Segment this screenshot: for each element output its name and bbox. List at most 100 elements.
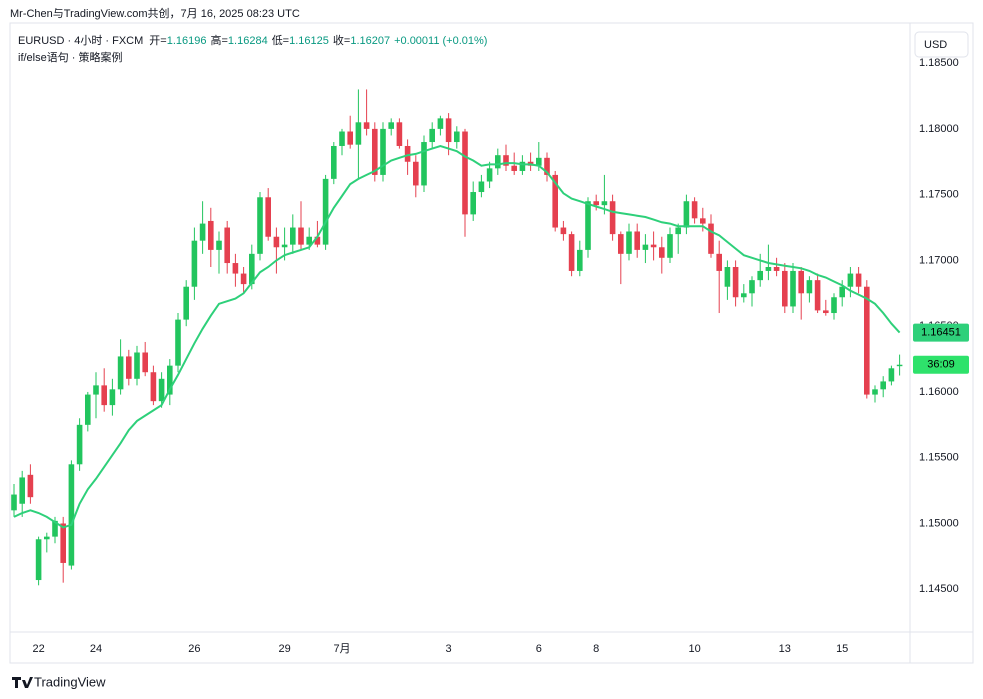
candle-body <box>765 266 772 271</box>
candle-body <box>191 240 198 287</box>
candle-body <box>216 240 222 250</box>
candle-body <box>232 263 239 274</box>
currency-label[interactable]: USD <box>924 39 947 51</box>
candle-body <box>650 244 657 248</box>
brand-logo <box>12 677 33 688</box>
candle-body <box>618 234 624 254</box>
candle-body <box>560 227 567 235</box>
candle-body <box>44 536 50 540</box>
x-tick-label: 26 <box>188 643 200 655</box>
candle-body <box>839 286 845 298</box>
symbol: EURUSD · 4小时 · FXCM <box>18 34 143 47</box>
candle-body <box>413 161 419 186</box>
candle-body <box>847 273 854 287</box>
candle-body <box>117 356 124 390</box>
candle-body <box>421 142 427 186</box>
x-tick-label: 13 <box>779 643 791 655</box>
candle-body <box>404 145 411 162</box>
candle-body <box>593 201 599 206</box>
candle-body <box>19 477 25 504</box>
candle-body <box>68 464 75 566</box>
candle-body <box>331 145 337 179</box>
candle-body <box>790 270 796 307</box>
candle-body <box>101 385 107 406</box>
high-label: 高= <box>210 33 227 47</box>
x-tick-label: 3 <box>446 643 452 655</box>
countdown-label: 36:09 <box>927 359 955 371</box>
candle-body <box>757 270 763 281</box>
y-tick-label: 1.17000 <box>919 254 959 266</box>
candle-body <box>60 523 66 563</box>
candle-body <box>814 280 821 311</box>
candle-body <box>634 231 640 250</box>
candle-body <box>11 494 17 511</box>
candle-body <box>298 227 304 245</box>
open-label: 开= <box>149 35 166 47</box>
currency-button[interactable] <box>914 31 969 58</box>
close-label: 收= <box>333 33 350 47</box>
y-tick-label: 1.17500 <box>919 189 959 201</box>
candle-body <box>76 424 83 465</box>
candle-body <box>339 131 345 146</box>
candle-body <box>609 201 616 235</box>
candle-body <box>716 253 722 271</box>
candle-body <box>437 118 444 129</box>
candles <box>11 89 903 586</box>
candle-body <box>511 165 517 171</box>
candle-body <box>240 273 247 285</box>
candle-body <box>896 364 903 367</box>
candle-body <box>798 270 804 294</box>
candle-body <box>773 266 780 271</box>
candle-body <box>109 389 116 406</box>
candle-body <box>732 266 739 298</box>
change: +0.00011 (+0.01%) <box>394 35 487 47</box>
y-tick-label: 1.18500 <box>919 57 959 69</box>
candle-body <box>372 128 378 175</box>
x-tick-label: 7月 <box>333 643 350 655</box>
low-value: 1.16125 <box>289 35 329 47</box>
candle-body <box>568 234 575 271</box>
candle-body <box>445 118 452 143</box>
y-tick-label: 1.14500 <box>919 583 959 595</box>
candle-body <box>265 197 271 237</box>
candle-body <box>626 231 632 254</box>
legend-row: EURUSD · 4小时 · FXCM 开=1.16196 高=1.16284 低=1… <box>18 33 487 47</box>
indicator-price-box <box>913 323 969 342</box>
y-tick-label: 1.15500 <box>919 452 959 464</box>
candle-body <box>585 201 591 250</box>
candle-body <box>872 389 878 395</box>
candle-body <box>659 247 665 258</box>
candle-body <box>806 280 813 294</box>
candle-body <box>396 122 403 146</box>
candle-body <box>52 520 58 537</box>
candle-body <box>167 365 173 395</box>
candle-body <box>831 297 837 314</box>
candle-body <box>224 227 230 264</box>
candle-body <box>552 174 558 228</box>
candle-body <box>134 352 140 379</box>
candle-body <box>35 539 42 581</box>
candle-body <box>577 249 583 271</box>
indicator-name: if/else语句 · 策略案例 <box>18 50 123 64</box>
y-tick-label: 1.18000 <box>919 123 959 135</box>
chart-frame <box>9 22 974 664</box>
candle-body <box>683 201 690 228</box>
candle-body <box>126 356 132 379</box>
candle-body <box>142 352 148 373</box>
x-tick-label: 8 <box>593 643 599 655</box>
candle-body <box>519 161 526 171</box>
candle-body <box>675 227 681 235</box>
candle-body <box>700 218 706 224</box>
candle-body <box>290 227 296 245</box>
candle-body <box>27 474 34 498</box>
candle-body <box>281 244 288 248</box>
candle-body <box>478 181 485 193</box>
candle-body <box>183 286 189 320</box>
candle-body <box>363 122 370 129</box>
candle-body <box>150 372 157 402</box>
candle-body <box>691 201 698 219</box>
candle-body <box>544 157 550 175</box>
candle-body <box>503 155 509 166</box>
legend: EURUSD · 4小时 · FXCM 开=1.16196 高=1.16284 低=1… <box>18 33 487 64</box>
